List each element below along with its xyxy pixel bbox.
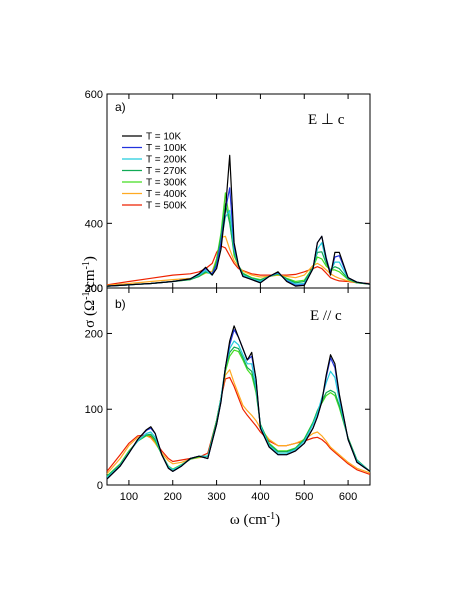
- panel-a-series-line: [106, 154, 371, 287]
- x-tick-label: 600: [339, 491, 357, 503]
- panel-a-y-tick-label: 200: [85, 283, 103, 295]
- x-tick-label: 100: [120, 491, 138, 503]
- panel-b-series-line: [106, 340, 371, 478]
- panel-a-plot: [106, 93, 371, 289]
- panel-a-label: a): [115, 100, 126, 114]
- x-tick-label: 500: [295, 491, 313, 503]
- panel-a-y-tick-label: 300: [85, 283, 103, 295]
- panel-b-series-line: [106, 346, 371, 478]
- panel-b-y-tick-label: 200: [85, 328, 103, 340]
- y-axis-label: σ (Ω-1 cm-1): [81, 256, 99, 328]
- panel-b-y-tick-label: 100: [85, 404, 103, 416]
- legend-label: T = 400K: [146, 189, 187, 200]
- legend-label: T = 270K: [146, 166, 187, 177]
- legend-label: T = 10K: [146, 132, 181, 143]
- legend-label: T = 100K: [146, 143, 187, 154]
- legend-label: T = 500K: [146, 201, 187, 212]
- x-tick-label: 400: [251, 491, 269, 503]
- panel-a-y-tick-label: 600: [85, 89, 103, 101]
- panel-b-series-line: [106, 325, 371, 480]
- x-axis-label: ω (cm-1): [230, 511, 280, 529]
- panel-b-series-line: [106, 369, 371, 474]
- x-tick-label: 200: [164, 491, 182, 503]
- legend-label: T = 200K: [146, 155, 187, 166]
- panel-b-series-line: [106, 349, 371, 477]
- panel-b-y-tick-label: 0: [97, 480, 103, 492]
- panel-b-frame: [106, 287, 371, 486]
- panel-a-y-tick-label: 400: [85, 218, 103, 230]
- x-tick-labels: 100 200 300 400 500 600: [120, 491, 358, 503]
- panel-b-label: b): [115, 297, 126, 311]
- x-tick-label: 300: [207, 491, 225, 503]
- panel-b-series-line: [106, 376, 371, 475]
- legend-label: T = 300K: [146, 178, 187, 189]
- panel-a-polarization: E ⊥ c: [308, 112, 345, 128]
- panel-b-polarization: E // c: [310, 308, 342, 324]
- panel-a-series-line: [106, 245, 371, 286]
- panel-b-plot: [106, 287, 371, 486]
